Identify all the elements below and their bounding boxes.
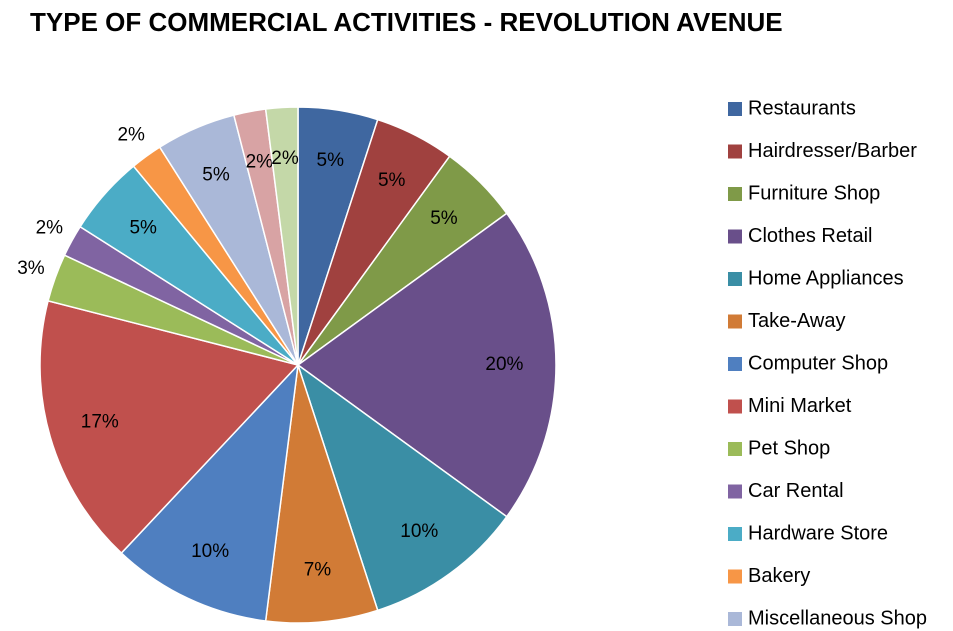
legend-swatch: [728, 102, 742, 116]
data-label: 10%: [400, 521, 438, 542]
legend-swatch: [728, 442, 742, 456]
legend-label: Car Rental: [748, 480, 844, 502]
pie-slice: [39, 299, 300, 555]
legend-swatch: [728, 229, 742, 244]
legend-swatch: [728, 187, 742, 201]
legend-swatch: [728, 399, 742, 414]
legend-label: Restaurants: [748, 97, 856, 119]
legend-label: Bakery: [748, 565, 810, 587]
data-label: 2%: [117, 124, 145, 145]
data-label: 2%: [36, 217, 64, 238]
legend-label: Mini Market: [748, 395, 852, 417]
pie-slice: [120, 362, 300, 622]
legend-label: Hardware Store: [748, 522, 888, 544]
chart-title: TYPE OF COMMERCIAL ACTIVITIES - REVOLUTI…: [30, 7, 783, 37]
data-label: 5%: [378, 170, 406, 191]
data-label: 2%: [271, 148, 299, 169]
legend-swatch: [728, 144, 742, 159]
pie-slice: [264, 106, 299, 366]
legend-label: Miscellaneous Shop: [748, 607, 927, 629]
data-label: 17%: [81, 412, 119, 433]
data-label: 5%: [317, 150, 345, 171]
data-label: 20%: [485, 354, 523, 375]
legend-label: Home Appliances: [748, 267, 904, 289]
legend-label: Pet Shop: [748, 437, 830, 459]
data-label: 5%: [430, 208, 458, 229]
legend-swatch: [728, 314, 742, 329]
legend-swatch: [728, 272, 742, 286]
legend-label: Clothes Retail: [748, 225, 873, 247]
pie-slice: [264, 364, 379, 624]
data-label: 3%: [17, 258, 45, 279]
legend-label: Furniture Shop: [748, 182, 880, 204]
pie-slice: [296, 363, 508, 612]
data-label: 5%: [129, 218, 157, 239]
data-label: 5%: [202, 165, 230, 186]
legend-swatch: [728, 612, 742, 626]
legend-swatch: [728, 357, 742, 371]
pie-slice: [296, 212, 557, 518]
legend-label: Hairdresser/Barber: [748, 140, 917, 162]
legend-swatch: [728, 569, 742, 584]
data-label: 10%: [191, 541, 229, 562]
legend-label: Computer Shop: [748, 352, 888, 374]
legend-swatch: [728, 527, 742, 541]
legend-swatch: [728, 484, 742, 499]
legend-label: Take-Away: [748, 310, 845, 332]
data-label: 2%: [246, 151, 274, 172]
data-label: 7%: [304, 559, 332, 580]
